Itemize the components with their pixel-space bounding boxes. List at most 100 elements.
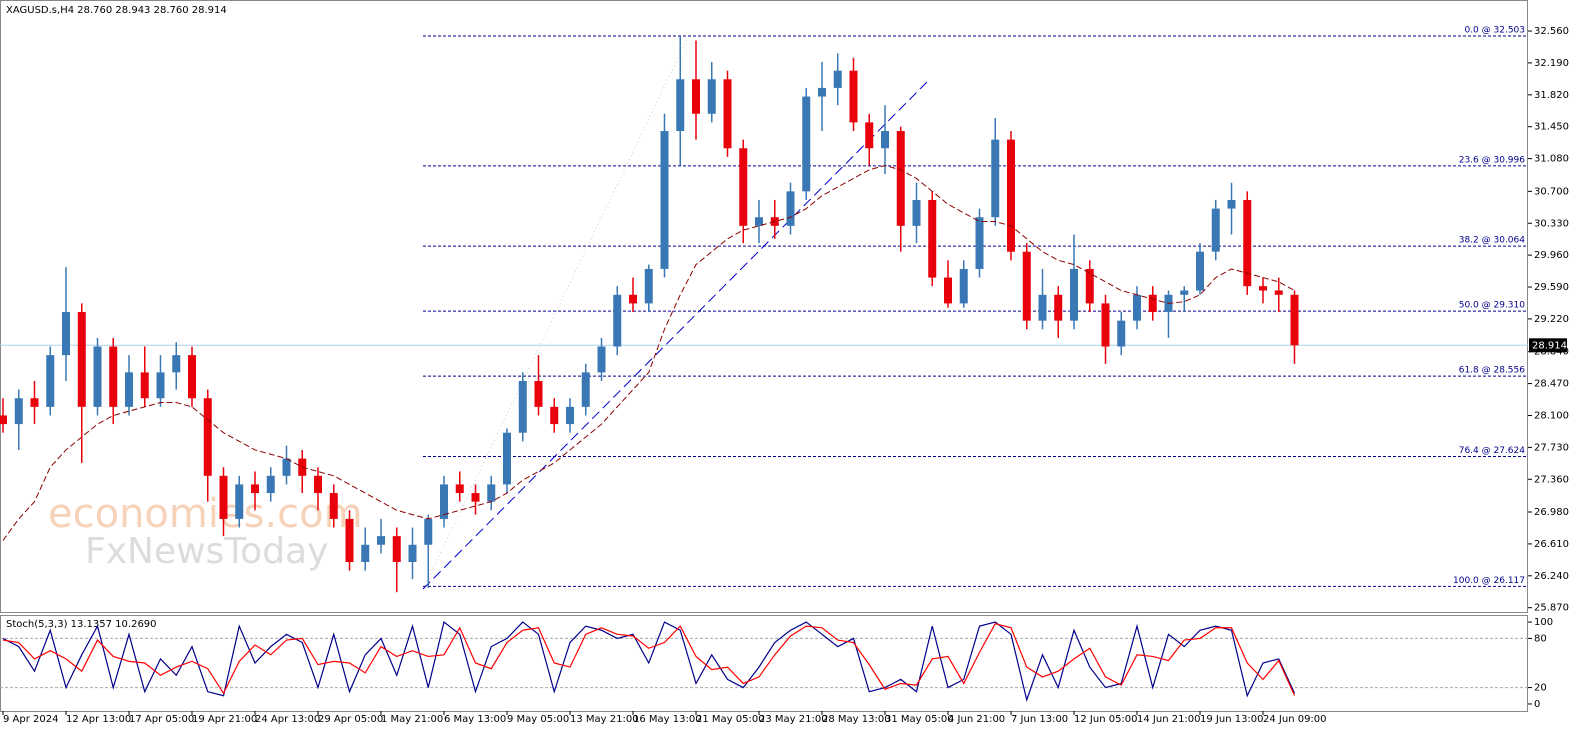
y-tick-label: 28.470 — [1534, 379, 1569, 390]
fib-label: 50.0 @ 29.310 — [1459, 301, 1526, 311]
candle-body — [329, 493, 338, 519]
candle-body — [865, 122, 874, 149]
candle-body — [723, 79, 732, 149]
candle-body — [660, 131, 669, 269]
candle-body — [455, 484, 464, 494]
stoch-label: Stoch(5,3,3) 13.1357 10.2690 — [6, 619, 157, 630]
fib-label: 76.4 @ 27.624 — [1459, 446, 1526, 456]
candle-body — [1259, 286, 1267, 291]
y-tick-label: 100 — [1534, 617, 1553, 628]
candle-body — [550, 406, 559, 425]
y-tick-label: 80 — [1534, 633, 1547, 644]
y-tick-label: 29.960 — [1534, 250, 1569, 261]
candle-body — [896, 131, 905, 226]
candle-body — [912, 199, 921, 226]
fib-label: 23.6 @ 30.996 — [1459, 155, 1526, 165]
x-tick-label: 14 Jun 21:00 — [1137, 714, 1201, 725]
candle-body — [408, 544, 417, 563]
candle-body — [1117, 320, 1126, 347]
stoch-line — [2, 620, 1296, 702]
candle-body — [361, 544, 370, 563]
candle-body — [1227, 199, 1236, 209]
candle-body — [644, 268, 653, 304]
candle-body — [818, 87, 826, 97]
candle-body — [377, 536, 385, 545]
candle-body — [251, 484, 259, 494]
candle-body — [282, 458, 291, 476]
y-tick-label: 26.610 — [1534, 539, 1569, 550]
candle-body — [597, 346, 606, 373]
candle-body — [1070, 268, 1078, 321]
x-tick-label: 12 Apr 13:00 — [66, 714, 131, 725]
candle-body — [676, 79, 685, 132]
candle-body — [471, 493, 480, 502]
x-tick-label: 1 May 21:00 — [381, 714, 443, 725]
x-tick-label: 12 Jun 05:00 — [1074, 714, 1138, 725]
candle-body — [1038, 294, 1047, 321]
fib-label: 100.0 @ 26.117 — [1453, 576, 1525, 586]
x-tick-label: 6 May 13:00 — [444, 714, 506, 725]
stoch-line — [2, 622, 1296, 696]
stoch-pane — [0, 615, 1528, 712]
candle-body — [739, 148, 748, 226]
candle-body — [975, 217, 984, 269]
watermark: FxNewsToday — [85, 531, 328, 572]
candle-body — [991, 139, 1000, 218]
candle-body — [1054, 294, 1063, 321]
x-tick-label: 7 Jun 13:00 — [1011, 714, 1068, 725]
x-tick-label: 31 May 05:00 — [885, 714, 954, 725]
fib-label: 61.8 @ 28.556 — [1459, 366, 1526, 376]
candle-body — [928, 199, 937, 278]
x-tick-label: 19 Jun 13:00 — [1200, 714, 1264, 725]
candle-body — [156, 372, 165, 399]
candle-body — [30, 398, 39, 407]
candle-body — [518, 380, 527, 433]
candle-body — [77, 312, 86, 407]
y-tick-label: 31.450 — [1534, 122, 1569, 133]
candle-body — [629, 294, 637, 304]
candle-body — [566, 406, 574, 425]
candle-body — [613, 294, 622, 347]
x-tick-label: 24 Jun 09:00 — [1263, 714, 1327, 725]
candle-body — [1274, 290, 1283, 295]
candle-body — [755, 217, 763, 226]
current-price-label: 28.914 — [1532, 340, 1567, 351]
candle-body — [1243, 199, 1252, 287]
candle-body — [62, 312, 70, 356]
candle-body — [14, 398, 23, 425]
candle-body — [1007, 139, 1015, 252]
y-tick-label: 31.820 — [1534, 90, 1569, 101]
y-tick-label: 26.240 — [1534, 571, 1569, 582]
candle-body — [188, 355, 196, 399]
candle-body — [314, 475, 322, 494]
candle-body — [881, 131, 889, 149]
candle-body — [959, 268, 968, 304]
symbol-header: XAGUSD.s,H4 28.760 28.943 28.760 28.914 — [6, 5, 227, 16]
candle-body — [1148, 294, 1157, 313]
candle-body — [203, 398, 212, 476]
candle-body — [1211, 208, 1220, 252]
candle-body — [1022, 251, 1031, 321]
main-pane — [0, 0, 1528, 613]
candle-body — [833, 70, 842, 88]
x-tick-label: 21 May 05:00 — [696, 714, 765, 725]
x-tick-label: 13 May 21:00 — [570, 714, 639, 725]
y-tick-label: 30.700 — [1534, 186, 1569, 197]
y-tick-label: 32.190 — [1534, 58, 1569, 69]
x-tick-label: 9 Apr 2024 — [3, 714, 58, 725]
current-price-box — [1529, 338, 1567, 353]
candle-body — [503, 432, 511, 485]
x-tick-label: 9 May 05:00 — [507, 714, 569, 725]
candle-body — [707, 79, 716, 114]
x-tick-label: 24 Apr 13:00 — [255, 714, 320, 725]
y-tick-label: 27.730 — [1534, 442, 1569, 453]
candle-body — [581, 372, 590, 407]
candle-body — [235, 484, 244, 519]
y-tick-label: 25.870 — [1534, 603, 1569, 614]
candle-body — [266, 475, 275, 494]
candle-body — [140, 372, 149, 399]
y-tick-label: 29.590 — [1534, 282, 1569, 293]
x-tick-label: 29 Apr 05:00 — [318, 714, 383, 725]
candle-body — [109, 346, 118, 407]
